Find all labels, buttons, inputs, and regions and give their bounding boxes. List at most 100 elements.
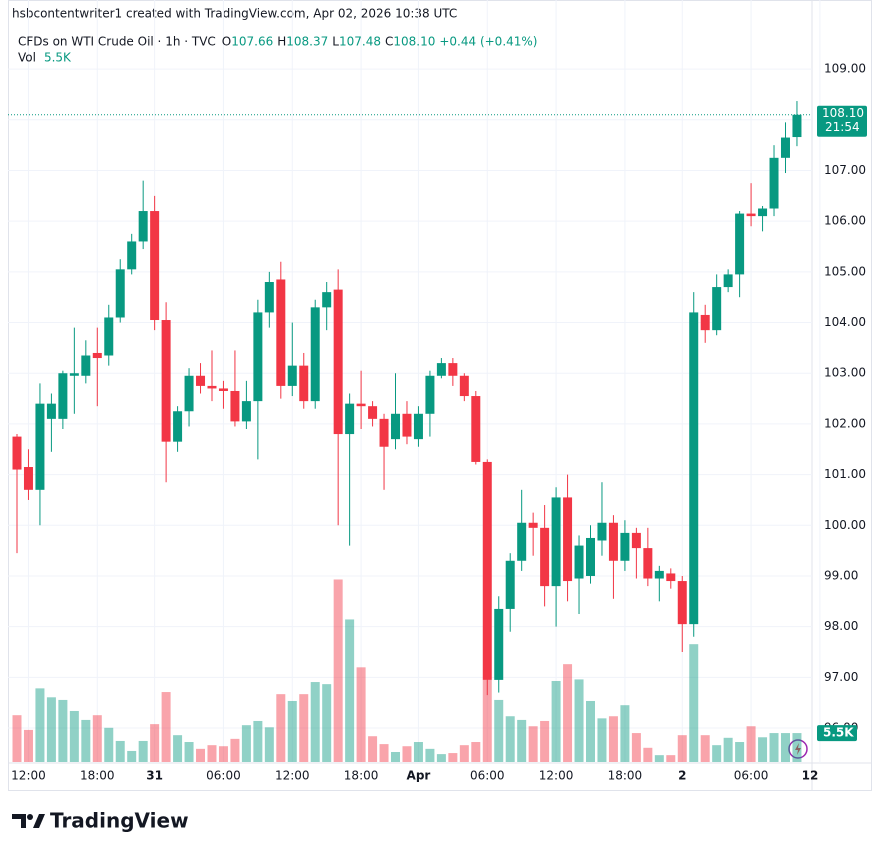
- candle-body: [150, 211, 160, 321]
- volume-bar: [700, 735, 710, 762]
- candle-body: [517, 522, 527, 561]
- volume-bar: [402, 746, 412, 762]
- volume-bar: [735, 742, 745, 762]
- x-tick-label: 18:00: [80, 769, 115, 783]
- candle-body: [12, 436, 22, 470]
- volume-bar: [92, 715, 102, 762]
- plot: [8, 0, 821, 763]
- candle-body: [505, 560, 515, 609]
- candle-body: [563, 497, 573, 582]
- volume-bar: [207, 745, 217, 762]
- candle-body: [723, 274, 733, 288]
- x-tick-label: 12: [802, 769, 819, 783]
- volume-bar: [322, 684, 332, 762]
- candle-body: [196, 375, 206, 386]
- candle-body: [597, 522, 607, 541]
- volume-bar: [230, 738, 240, 762]
- candle-body: [253, 312, 263, 402]
- candle-body: [471, 396, 481, 462]
- volume-bar: [505, 716, 515, 762]
- volume-bar: [46, 697, 56, 762]
- volume-bar: [35, 688, 45, 762]
- candle-body: [35, 403, 45, 490]
- candle-body: [413, 413, 423, 440]
- symbol: CFDs on WTI Crude Oil · 1h · TVC: [18, 35, 216, 49]
- volume-bar: [287, 700, 297, 762]
- candle-body: [276, 279, 286, 386]
- y-tick-label: 100.00: [824, 518, 866, 532]
- brand-logo: TradingView: [12, 809, 189, 833]
- candle-body: [780, 137, 790, 158]
- candle-body: [379, 418, 389, 447]
- volume-bar: [620, 705, 630, 762]
- x-tick-label: 31: [146, 769, 163, 783]
- candle-body: [574, 545, 584, 579]
- x-tick-label: 12:00: [275, 769, 310, 783]
- candle-body: [482, 461, 492, 680]
- candle-body: [207, 385, 217, 389]
- y-tick-label: 101.00: [824, 467, 866, 481]
- volume-bar: [218, 746, 228, 762]
- volume-bar: [482, 679, 492, 762]
- x-tick-label: 2: [678, 769, 686, 783]
- x-tick-label: 06:00: [470, 769, 505, 783]
- candle-body: [551, 497, 561, 587]
- volume-bar: [563, 664, 573, 762]
- candle-body: [138, 211, 148, 242]
- volume-bar: [241, 725, 251, 762]
- ohlc-label: C: [385, 35, 393, 49]
- candle-body: [620, 532, 630, 561]
- candle-body: [689, 312, 699, 625]
- candle-body: [436, 363, 446, 376]
- volume-bar: [643, 747, 653, 762]
- volume-bar: [69, 710, 79, 762]
- candle-body: [586, 537, 595, 576]
- candle-body: [184, 375, 194, 412]
- candle-body: [459, 375, 469, 397]
- volume-bar: [666, 755, 676, 762]
- x-tick-label: 06:00: [734, 769, 769, 783]
- volume-bar: [299, 694, 309, 762]
- candle-body: [643, 548, 653, 579]
- volume-bar: [528, 726, 538, 762]
- candle-body: [666, 573, 676, 582]
- candle-body: [631, 532, 641, 549]
- volume-bar: [196, 748, 206, 762]
- candle-body: [528, 522, 538, 528]
- volume-bar: [586, 700, 595, 762]
- candle-body: [391, 413, 401, 440]
- candle-body: [712, 287, 722, 331]
- y-tick-label: 107.00: [824, 163, 866, 177]
- candle-body: [173, 411, 183, 442]
- x-tick-label: 06:00: [206, 769, 241, 783]
- y-tick-label: 98.00: [824, 619, 858, 633]
- volume-legend-value: 5.5K: [44, 51, 72, 65]
- x-tick-label: 18:00: [344, 769, 379, 783]
- volume-bar: [689, 644, 699, 762]
- y-tick-label: 105.00: [824, 264, 866, 278]
- volume-bar: [58, 699, 68, 762]
- volume-bar: [608, 716, 618, 762]
- candle-body: [425, 375, 435, 414]
- alert-icon[interactable]: [788, 739, 808, 759]
- candle-body: [540, 527, 550, 587]
- candle-body: [115, 269, 125, 318]
- volume-bar: [597, 718, 607, 762]
- candle-body: [333, 289, 343, 435]
- volume-bar: [356, 667, 366, 762]
- volume-bar: [551, 680, 561, 762]
- candle-body: [758, 208, 768, 217]
- candle-body: [368, 406, 378, 419]
- candle-body: [310, 307, 320, 402]
- candle-body: [448, 363, 458, 376]
- volume-bar: [792, 733, 802, 762]
- y-tick-label: 104.00: [824, 315, 866, 329]
- last-price-label: 108.10: [822, 106, 864, 120]
- candle-body: [69, 373, 79, 376]
- volume-bar: [654, 755, 664, 762]
- candle-body: [299, 365, 309, 402]
- volume-bar: [115, 740, 125, 762]
- candle-body: [608, 522, 618, 561]
- volume-bar: [138, 740, 148, 762]
